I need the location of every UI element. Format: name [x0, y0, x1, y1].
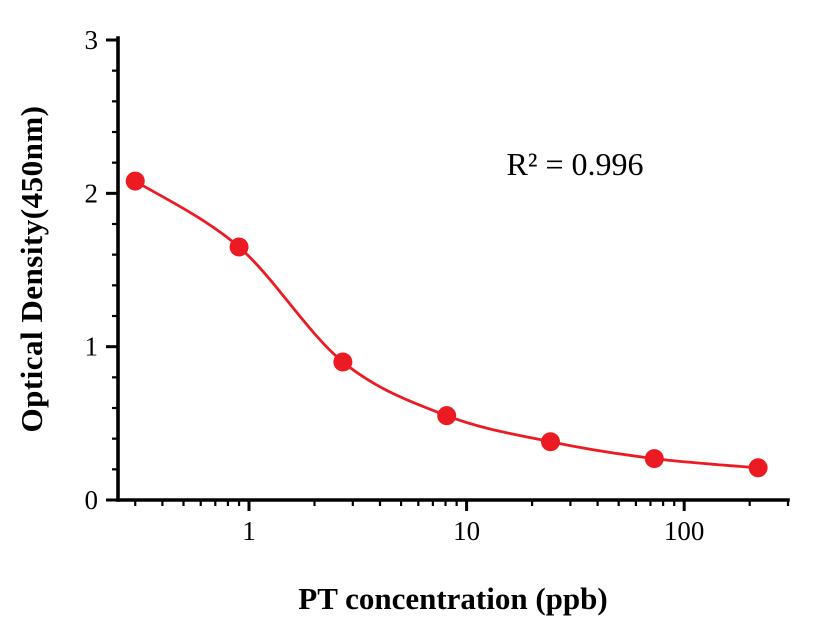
y-tick-label: 1	[85, 332, 99, 362]
data-point-marker	[748, 458, 768, 478]
y-tick-label: 3	[85, 25, 99, 55]
data-point-marker	[333, 352, 353, 372]
data-point-marker	[437, 406, 457, 426]
x-tick-label: 1	[242, 516, 256, 546]
x-axis-title: PT concentration (ppb)	[298, 581, 608, 616]
y-tick-label: 2	[85, 178, 99, 208]
data-point-marker	[644, 449, 664, 469]
y-tick-label: 0	[85, 485, 99, 515]
data-point-marker	[229, 237, 249, 257]
data-point-marker	[125, 171, 145, 191]
r-squared-annotation: R² = 0.996	[506, 146, 644, 182]
data-point-marker	[540, 432, 560, 452]
x-tick-label: 100	[664, 516, 705, 546]
y-axis-title: Optical Density(450nm)	[14, 105, 49, 433]
x-tick-label: 10	[453, 516, 480, 546]
